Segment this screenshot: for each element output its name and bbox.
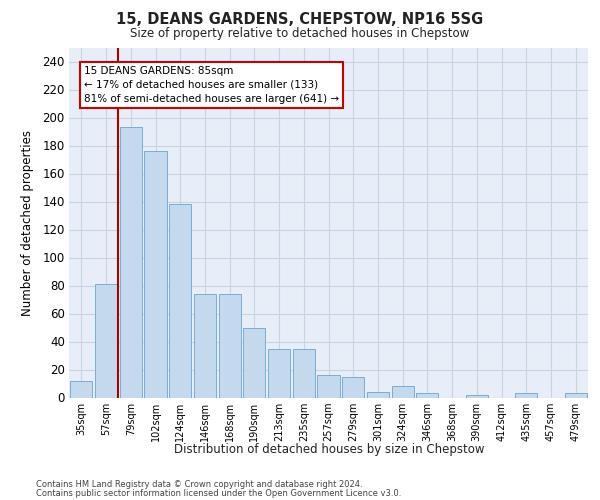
Bar — [317, 375, 340, 398]
Bar — [466, 394, 488, 398]
Bar — [392, 386, 414, 398]
Bar — [416, 394, 439, 398]
Text: Contains public sector information licensed under the Open Government Licence v3: Contains public sector information licen… — [36, 489, 401, 498]
Text: 15, DEANS GARDENS, CHEPSTOW, NP16 5SG: 15, DEANS GARDENS, CHEPSTOW, NP16 5SG — [116, 12, 484, 28]
Bar — [367, 392, 389, 398]
Bar — [342, 376, 364, 398]
Text: Distribution of detached houses by size in Chepstow: Distribution of detached houses by size … — [173, 442, 484, 456]
Text: Size of property relative to detached houses in Chepstow: Size of property relative to detached ho… — [130, 28, 470, 40]
Y-axis label: Number of detached properties: Number of detached properties — [21, 130, 34, 316]
Bar — [119, 128, 142, 398]
Bar — [145, 151, 167, 398]
Bar — [293, 348, 315, 398]
Bar — [243, 328, 265, 398]
Bar — [70, 380, 92, 398]
Bar — [218, 294, 241, 398]
Bar — [515, 394, 538, 398]
Bar — [169, 204, 191, 398]
Text: 15 DEANS GARDENS: 85sqm
← 17% of detached houses are smaller (133)
81% of semi-d: 15 DEANS GARDENS: 85sqm ← 17% of detache… — [84, 66, 339, 104]
Bar — [565, 394, 587, 398]
Text: Contains HM Land Registry data © Crown copyright and database right 2024.: Contains HM Land Registry data © Crown c… — [36, 480, 362, 489]
Bar — [268, 348, 290, 398]
Bar — [194, 294, 216, 398]
Bar — [95, 284, 117, 398]
